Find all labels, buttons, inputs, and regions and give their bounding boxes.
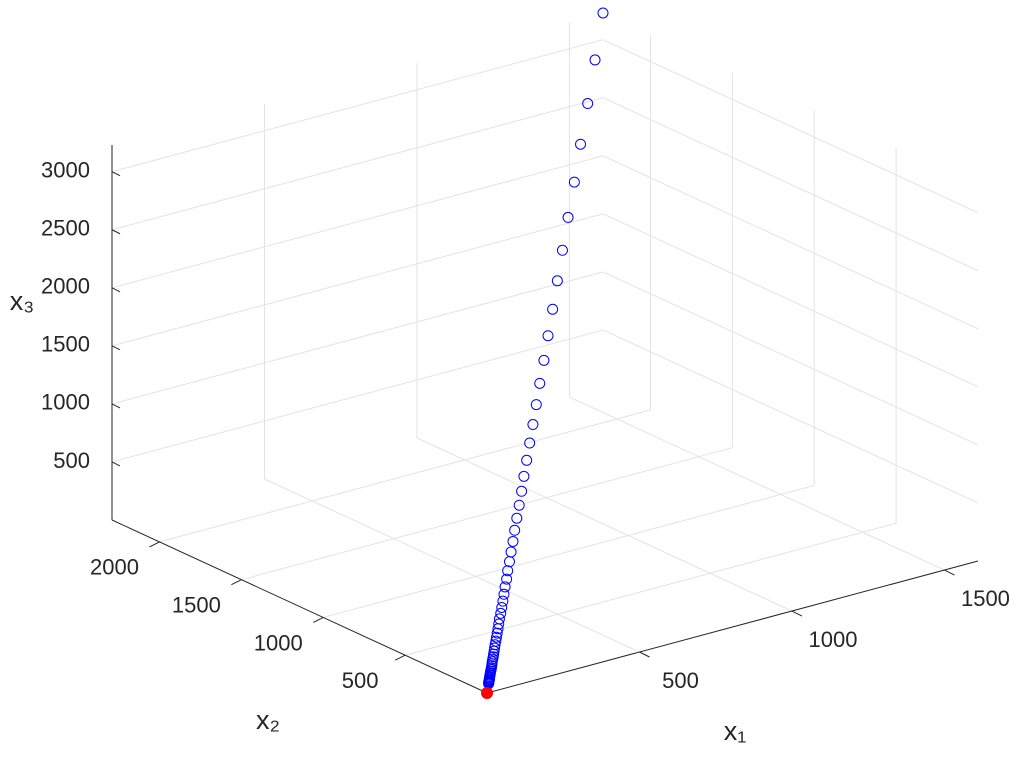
x1-axis-line xyxy=(486,560,979,694)
point xyxy=(513,499,525,511)
grid-line xyxy=(602,271,979,446)
point xyxy=(499,581,511,593)
tick-mark xyxy=(111,461,121,467)
point xyxy=(521,454,533,466)
x2-tick-label: 2000 xyxy=(90,555,139,580)
x3-tick-label: 500 xyxy=(53,448,90,473)
point xyxy=(489,642,501,654)
x3-tick-label: 2000 xyxy=(41,274,90,299)
point xyxy=(582,98,594,110)
grid-line xyxy=(111,39,604,173)
x2-tick-label: 1500 xyxy=(172,592,221,617)
x3-tick-label: 2500 xyxy=(41,216,90,241)
tick-mark xyxy=(111,287,121,293)
grid-line xyxy=(241,447,733,581)
point xyxy=(575,138,587,150)
x1-tick-label: 1000 xyxy=(808,627,857,652)
point xyxy=(538,354,550,366)
point xyxy=(562,211,574,223)
x3-tick-label: 3000 xyxy=(41,158,90,183)
x2-tick-label: 500 xyxy=(342,668,379,693)
point xyxy=(497,595,509,607)
point xyxy=(524,437,536,449)
point xyxy=(495,607,507,619)
x2-tick-label: 1000 xyxy=(254,630,303,655)
x2-axis-label: x₂ xyxy=(256,705,280,735)
grid-line xyxy=(159,409,651,543)
point xyxy=(507,535,519,547)
grid-line xyxy=(602,155,979,330)
point xyxy=(490,635,502,647)
point xyxy=(568,176,580,188)
point xyxy=(501,573,513,585)
point xyxy=(556,244,568,256)
point xyxy=(505,546,517,558)
x3-tick-label: 1000 xyxy=(41,390,90,415)
point xyxy=(518,470,530,482)
point xyxy=(530,399,542,411)
grid-line xyxy=(602,213,979,388)
point xyxy=(547,303,559,315)
point xyxy=(589,54,601,66)
point xyxy=(527,419,539,431)
point xyxy=(493,618,505,630)
grid-line xyxy=(111,213,604,347)
tick-mark xyxy=(111,171,121,177)
grid-line xyxy=(111,155,604,289)
point xyxy=(542,330,554,342)
tick-mark xyxy=(791,610,803,617)
x1-axis-label: x₁ xyxy=(724,716,747,746)
point xyxy=(597,7,609,19)
x1-tick-label: 500 xyxy=(662,668,699,693)
point xyxy=(496,601,508,613)
point xyxy=(493,613,505,625)
x3-axis-label: x₃ xyxy=(10,286,35,316)
grid-line xyxy=(264,478,640,653)
tick-mark xyxy=(111,229,121,235)
point xyxy=(490,631,502,643)
tick-mark xyxy=(111,345,121,351)
tick-mark xyxy=(111,403,121,409)
grid-line xyxy=(111,271,604,405)
point xyxy=(516,485,528,497)
tick-mark xyxy=(313,617,324,623)
point xyxy=(498,588,510,600)
point xyxy=(511,512,523,524)
tick-mark xyxy=(639,651,650,658)
x1-tick-label: 1500 xyxy=(961,586,1010,611)
tick-mark xyxy=(231,579,242,586)
point xyxy=(551,275,563,287)
tick-mark xyxy=(394,654,406,661)
grid-line xyxy=(602,97,979,272)
point xyxy=(502,565,514,577)
point xyxy=(503,556,515,568)
x3-tick-label: 1500 xyxy=(41,332,90,357)
grid-line xyxy=(569,396,945,571)
x2-axis-line xyxy=(111,519,488,694)
grid-line xyxy=(416,437,793,612)
grid-line xyxy=(602,329,979,504)
grid-line xyxy=(602,39,979,214)
point xyxy=(489,639,501,651)
point xyxy=(491,627,503,639)
grid-line xyxy=(111,329,604,463)
tick-mark xyxy=(149,541,160,548)
grid-line xyxy=(323,484,815,618)
grid-line xyxy=(111,97,604,231)
start-point xyxy=(481,687,493,699)
point xyxy=(534,377,546,389)
grid-line xyxy=(404,522,897,656)
point xyxy=(509,524,521,536)
tick-mark xyxy=(944,569,955,576)
